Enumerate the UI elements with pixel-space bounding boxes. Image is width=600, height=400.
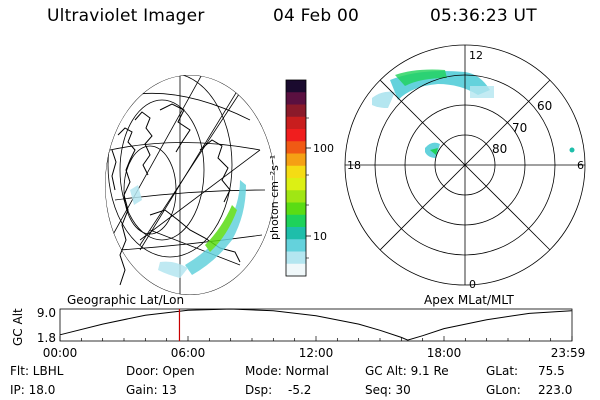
colorbar-swatch — [286, 165, 306, 179]
mlat-label-60: 60 — [537, 99, 552, 113]
mlat-label-70: 70 — [512, 121, 527, 135]
x-tick-marks — [59, 336, 573, 341]
colorbar-swatch — [286, 251, 306, 265]
door-info: Door: Open — [126, 364, 195, 378]
colorbar-swatch — [286, 202, 306, 216]
colorbar-swatch — [286, 116, 306, 130]
x-tick-label-0: 00:00 — [43, 346, 78, 360]
y-tick-label-bottom: 1.8 — [37, 331, 56, 345]
gain-info: Gain: 13 — [126, 383, 177, 397]
gc-alt-info: GC Alt: 9.1 Re — [365, 364, 449, 378]
colorbar-swatch — [286, 80, 306, 93]
globe-aurora — [130, 180, 246, 278]
colorbar-swatch — [286, 190, 306, 203]
colorbar-swatch — [286, 263, 306, 277]
mlat-label-80: 80 — [492, 142, 507, 156]
mlt-label-12: 12 — [469, 49, 483, 62]
glon-info: GLon: — [486, 383, 521, 397]
ip-info: IP: 18.0 — [10, 383, 56, 397]
mode-info: Mode: Normal — [245, 364, 329, 378]
date-label: 04 Feb 00 — [273, 6, 359, 26]
coastlines — [111, 103, 241, 286]
seq-info: Seq: 30 — [365, 383, 411, 397]
x-tick-label-4: 23:59 — [551, 346, 586, 360]
colorbar-swatch — [286, 178, 306, 191]
colorbar-tick-100: 100 — [313, 142, 334, 155]
x-tick-label-3: 18:00 — [427, 346, 462, 360]
x-tick-label-1: 06:00 — [171, 346, 206, 360]
glat-value: 75.5 — [538, 364, 565, 378]
dsp-info: Dsp: — [245, 383, 273, 397]
colorbar-frame — [285, 79, 307, 277]
mlt-label-0: 0 — [469, 278, 476, 291]
colorbar-swatch — [286, 239, 306, 252]
colorbar-swatch — [286, 104, 306, 118]
colorbar-swatch — [286, 153, 306, 167]
globe-graticule — [105, 75, 275, 295]
y-axis-label: GC Alt — [11, 308, 25, 346]
apex-panel-label: Apex MLat/MLT — [424, 293, 514, 307]
colorbar-swatches — [286, 80, 306, 277]
colorbar-swatch — [286, 141, 306, 154]
colorbar-swatch — [286, 227, 306, 240]
colorbar-tick-10: 10 — [313, 230, 327, 243]
x-tick-label-2: 12:00 — [299, 346, 334, 360]
dsp-value: -5.2 — [288, 383, 312, 397]
polar-grid — [344, 44, 586, 286]
glon-value: 223.0 — [538, 383, 573, 397]
geographic-panel-label: Geographic Lat/Lon — [67, 293, 185, 307]
filter-info: Flt: LBHL — [10, 364, 64, 378]
mlt-label-18: 18 — [347, 159, 361, 172]
glat-info: GLat: — [486, 364, 519, 378]
mlt-label-6: 6 — [577, 159, 584, 172]
altitude-series-line — [59, 308, 572, 341]
colorbar-swatch — [286, 214, 306, 228]
instrument-title: Ultraviolet Imager — [47, 6, 205, 26]
y-tick-label-top: 9.0 — [37, 306, 56, 320]
colorbar-swatch — [286, 129, 306, 142]
colorbar-swatch — [286, 92, 306, 105]
colorbar-label: photon cm⁻²s⁻¹ — [268, 155, 281, 240]
time-label: 05:36:23 UT — [430, 6, 537, 26]
